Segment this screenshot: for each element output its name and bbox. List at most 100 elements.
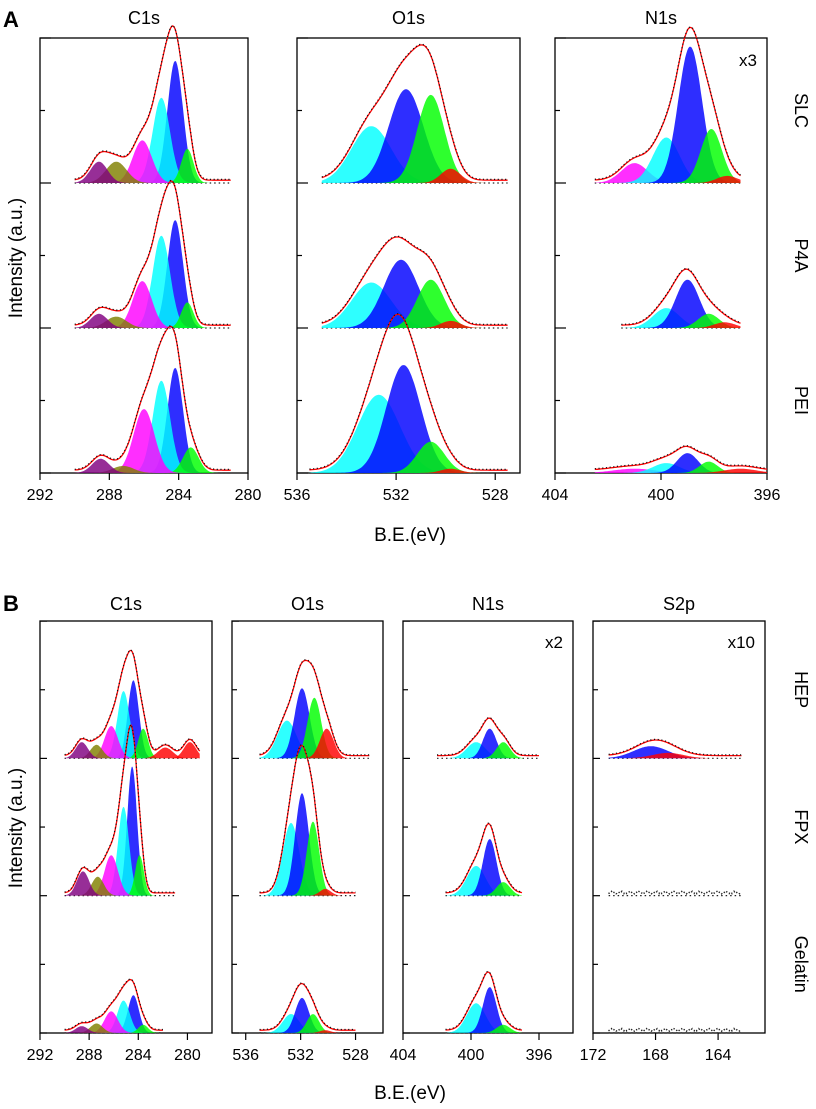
- fit-envelope: [621, 268, 741, 326]
- fit-component: [445, 839, 522, 896]
- panel-b-ylabel: Intensity (a.u.): [6, 768, 27, 888]
- fit-component: [74, 161, 231, 183]
- fit-component: [594, 468, 767, 473]
- spectrum-hep-n1s: [437, 716, 539, 759]
- fit-component: [309, 441, 508, 473]
- subplot-frame-0-2: [554, 37, 768, 474]
- fit-component: [64, 806, 176, 896]
- x-tick-label: 288: [96, 487, 123, 504]
- x-tick-label: 280: [235, 487, 262, 504]
- panel-a-xlabel: B.E.(eV): [374, 525, 446, 546]
- fit-envelope: [74, 325, 231, 471]
- fit-component: [259, 997, 356, 1033]
- x-tick-label: 172: [580, 1047, 607, 1064]
- panel-a-ylabel: Intensity (a.u.): [6, 198, 27, 318]
- fit-component: [321, 168, 508, 183]
- fit-component: [259, 697, 370, 759]
- x-tick-label: 396: [526, 1047, 553, 1064]
- data-trace: [445, 822, 523, 893]
- fit-envelope: [259, 744, 356, 894]
- column-title-o1s: O1s: [392, 8, 425, 28]
- fit-component: [64, 691, 200, 759]
- fit-component: [64, 1024, 163, 1033]
- multiplier-label: x3: [739, 51, 757, 70]
- data-trace: [74, 324, 231, 470]
- row-label-gelatin: Gelatin: [791, 936, 811, 993]
- subplot-frame-1-2: [402, 620, 574, 1034]
- fit-component: [259, 888, 356, 896]
- spectrum-p4a-n1s: [621, 267, 741, 329]
- row-label-pei: PEI: [791, 386, 811, 415]
- fit-component: [74, 313, 231, 328]
- data-trace: [64, 649, 201, 756]
- spectrum-slc-n1s: [594, 25, 741, 184]
- fit-component: [259, 1014, 356, 1033]
- x-tick-label: 292: [27, 1047, 54, 1064]
- data-trace: [594, 445, 768, 470]
- fit-component: [259, 822, 356, 896]
- fit-component: [621, 313, 741, 328]
- fit-component: [64, 680, 200, 759]
- data-trace: [259, 659, 370, 756]
- spectrum-gelatin-o1s: [259, 982, 356, 1034]
- fit-component: [437, 742, 539, 759]
- fit-component: [594, 129, 741, 183]
- fit-envelope: [74, 25, 231, 181]
- fit-component: [309, 365, 508, 473]
- fit-envelope: [594, 445, 768, 471]
- row-label-slc: SLC: [791, 93, 811, 128]
- row-label-p4a: P4A: [791, 238, 811, 272]
- fit-component: [74, 281, 231, 328]
- x-tick-label: 404: [542, 487, 569, 504]
- x-tick-label: 536: [284, 487, 311, 504]
- fit-component: [64, 742, 200, 759]
- column-title-o1s: O1s: [291, 594, 324, 614]
- spectrum-pei-o1s: [309, 313, 508, 474]
- x-tick-label: 288: [76, 1047, 103, 1064]
- fit-component: [74, 458, 231, 473]
- fit-component: [321, 89, 508, 183]
- fit-component: [74, 380, 231, 473]
- x-tick-label: 284: [125, 1047, 152, 1064]
- fit-component: [594, 468, 767, 473]
- row-label-hep: HEP: [791, 671, 811, 708]
- spectrum-gelatin-s2p: [608, 1027, 742, 1034]
- subplots: C1s 292 288 284 280 O1s 536 532 528 N1s x3 404 400 39…: [27, 8, 811, 1064]
- spectrum-pei-n1s: [594, 445, 768, 474]
- subplot-frame-1-3: [592, 620, 766, 1034]
- spectrum-fpx-s2p: [608, 889, 742, 897]
- fit-component: [64, 747, 200, 759]
- fit-component: [321, 126, 508, 183]
- spectrum-gelatin-n1s: [445, 970, 523, 1034]
- fit-component: [309, 394, 508, 473]
- column-title-c1s: C1s: [128, 8, 160, 28]
- x-tick-label: 164: [705, 1047, 732, 1064]
- spectrum-hep-s2p: [608, 738, 742, 759]
- fit-component: [594, 163, 741, 183]
- data-trace: [321, 43, 508, 180]
- spectrum-fpx-n1s: [445, 822, 523, 897]
- data-trace: [321, 235, 508, 325]
- column-title-n1s: N1s: [472, 594, 504, 614]
- fit-component: [74, 148, 231, 183]
- spectrum-fpx-c1s: [64, 723, 176, 897]
- data-trace: [64, 978, 163, 1031]
- fit-envelope: [608, 739, 742, 757]
- fit-component: [64, 744, 200, 759]
- fit-component: [594, 461, 767, 473]
- data-trace: [608, 738, 742, 756]
- fit-component: [621, 322, 741, 328]
- fit-component: [74, 161, 231, 183]
- x-tick-label: 284: [165, 487, 192, 504]
- spectrum-hep-o1s: [259, 659, 370, 759]
- fit-envelope: [309, 313, 508, 471]
- fit-component: [64, 995, 163, 1033]
- column-title-c1s: C1s: [110, 594, 142, 614]
- x-tick-label: 536: [232, 1047, 259, 1064]
- x-tick-label: 280: [174, 1047, 201, 1064]
- fit-component: [594, 175, 741, 183]
- x-tick-label: 532: [287, 1047, 314, 1064]
- x-tick-label: 400: [458, 1047, 485, 1064]
- fit-component: [437, 728, 539, 759]
